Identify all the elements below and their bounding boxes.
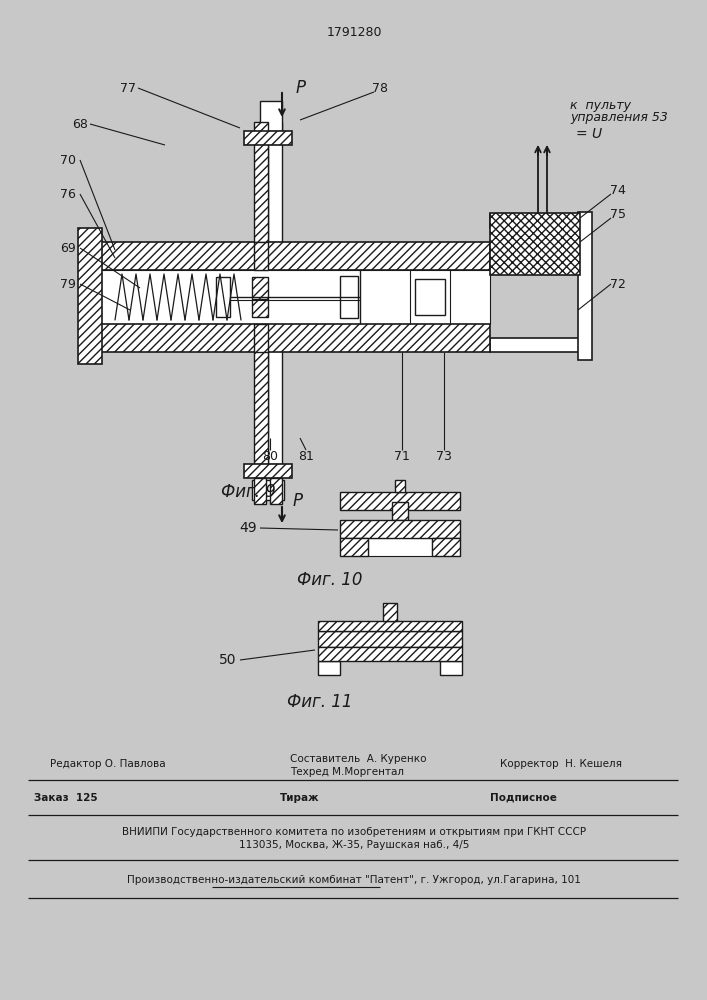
- Bar: [340, 492, 460, 510]
- Bar: [100, 324, 490, 352]
- Text: 49: 49: [239, 521, 257, 535]
- Bar: [252, 480, 284, 500]
- Text: P: P: [293, 492, 303, 510]
- Bar: [432, 538, 460, 556]
- Text: 81: 81: [298, 450, 314, 462]
- Text: 50: 50: [219, 653, 237, 667]
- Bar: [270, 478, 282, 504]
- Text: к  пульту: к пульту: [570, 99, 631, 111]
- Text: 78: 78: [372, 82, 388, 95]
- Bar: [216, 277, 230, 317]
- Text: 77: 77: [120, 82, 136, 95]
- Bar: [340, 538, 368, 556]
- Bar: [318, 621, 462, 631]
- Bar: [318, 647, 462, 661]
- Bar: [254, 478, 266, 504]
- Bar: [490, 338, 580, 352]
- Bar: [340, 276, 358, 318]
- Bar: [260, 101, 282, 131]
- Bar: [440, 661, 462, 675]
- Text: P: P: [296, 79, 306, 97]
- Text: 74: 74: [610, 184, 626, 196]
- Bar: [392, 502, 408, 520]
- Text: 73: 73: [436, 450, 452, 462]
- Bar: [244, 131, 292, 145]
- Bar: [254, 242, 268, 270]
- Text: Составитель  А. Куренко: Составитель А. Куренко: [290, 754, 426, 764]
- Bar: [490, 213, 580, 275]
- Text: 76: 76: [60, 188, 76, 200]
- Bar: [318, 661, 340, 675]
- Text: 1791280: 1791280: [326, 25, 382, 38]
- Bar: [490, 214, 580, 228]
- Bar: [254, 122, 268, 242]
- Bar: [268, 350, 282, 464]
- Bar: [268, 122, 282, 242]
- Text: 69: 69: [60, 241, 76, 254]
- Text: Фиг. 11: Фиг. 11: [287, 693, 353, 711]
- Text: Техред М.Моргентал: Техред М.Моргентал: [290, 767, 404, 777]
- Bar: [78, 228, 102, 364]
- Bar: [254, 350, 268, 464]
- Text: 113035, Москва, Ж-35, Раушская наб., 4/5: 113035, Москва, Ж-35, Раушская наб., 4/5: [239, 840, 469, 850]
- Bar: [244, 464, 292, 478]
- Bar: [252, 277, 268, 299]
- Text: 70: 70: [60, 153, 76, 166]
- Text: Редактор О. Павлова: Редактор О. Павлова: [50, 759, 165, 769]
- Text: ВНИИПИ Государственного комитета по изобретениям и открытиям при ГКНТ СССР: ВНИИПИ Государственного комитета по изоб…: [122, 827, 586, 837]
- Text: = U: = U: [576, 127, 602, 141]
- Text: 72: 72: [610, 277, 626, 290]
- Text: Тираж: Тираж: [280, 793, 320, 803]
- Text: Подписное: Подписное: [490, 793, 557, 803]
- Bar: [395, 480, 405, 492]
- Bar: [252, 299, 268, 317]
- Text: Корректор  Н. Кешеля: Корректор Н. Кешеля: [500, 759, 622, 769]
- Text: управления 53: управления 53: [570, 111, 668, 124]
- Text: 79: 79: [60, 277, 76, 290]
- Text: 68: 68: [72, 117, 88, 130]
- Bar: [318, 631, 462, 647]
- Bar: [578, 212, 592, 360]
- Bar: [254, 324, 268, 352]
- Bar: [368, 538, 432, 556]
- Text: 71: 71: [394, 450, 410, 462]
- Text: Фиг. 10: Фиг. 10: [297, 571, 363, 589]
- Text: Заказ  125: Заказ 125: [34, 793, 98, 803]
- Text: 75: 75: [610, 208, 626, 221]
- Bar: [100, 270, 490, 324]
- Bar: [383, 603, 397, 621]
- Bar: [415, 279, 445, 315]
- Bar: [100, 242, 490, 270]
- Text: Производственно-издательский комбинат "Патент", г. Ужгород, ул.Гагарина, 101: Производственно-издательский комбинат "П…: [127, 875, 581, 885]
- Bar: [340, 520, 460, 538]
- Text: 80: 80: [262, 450, 278, 462]
- Text: Фиг. 9: Фиг. 9: [221, 483, 276, 501]
